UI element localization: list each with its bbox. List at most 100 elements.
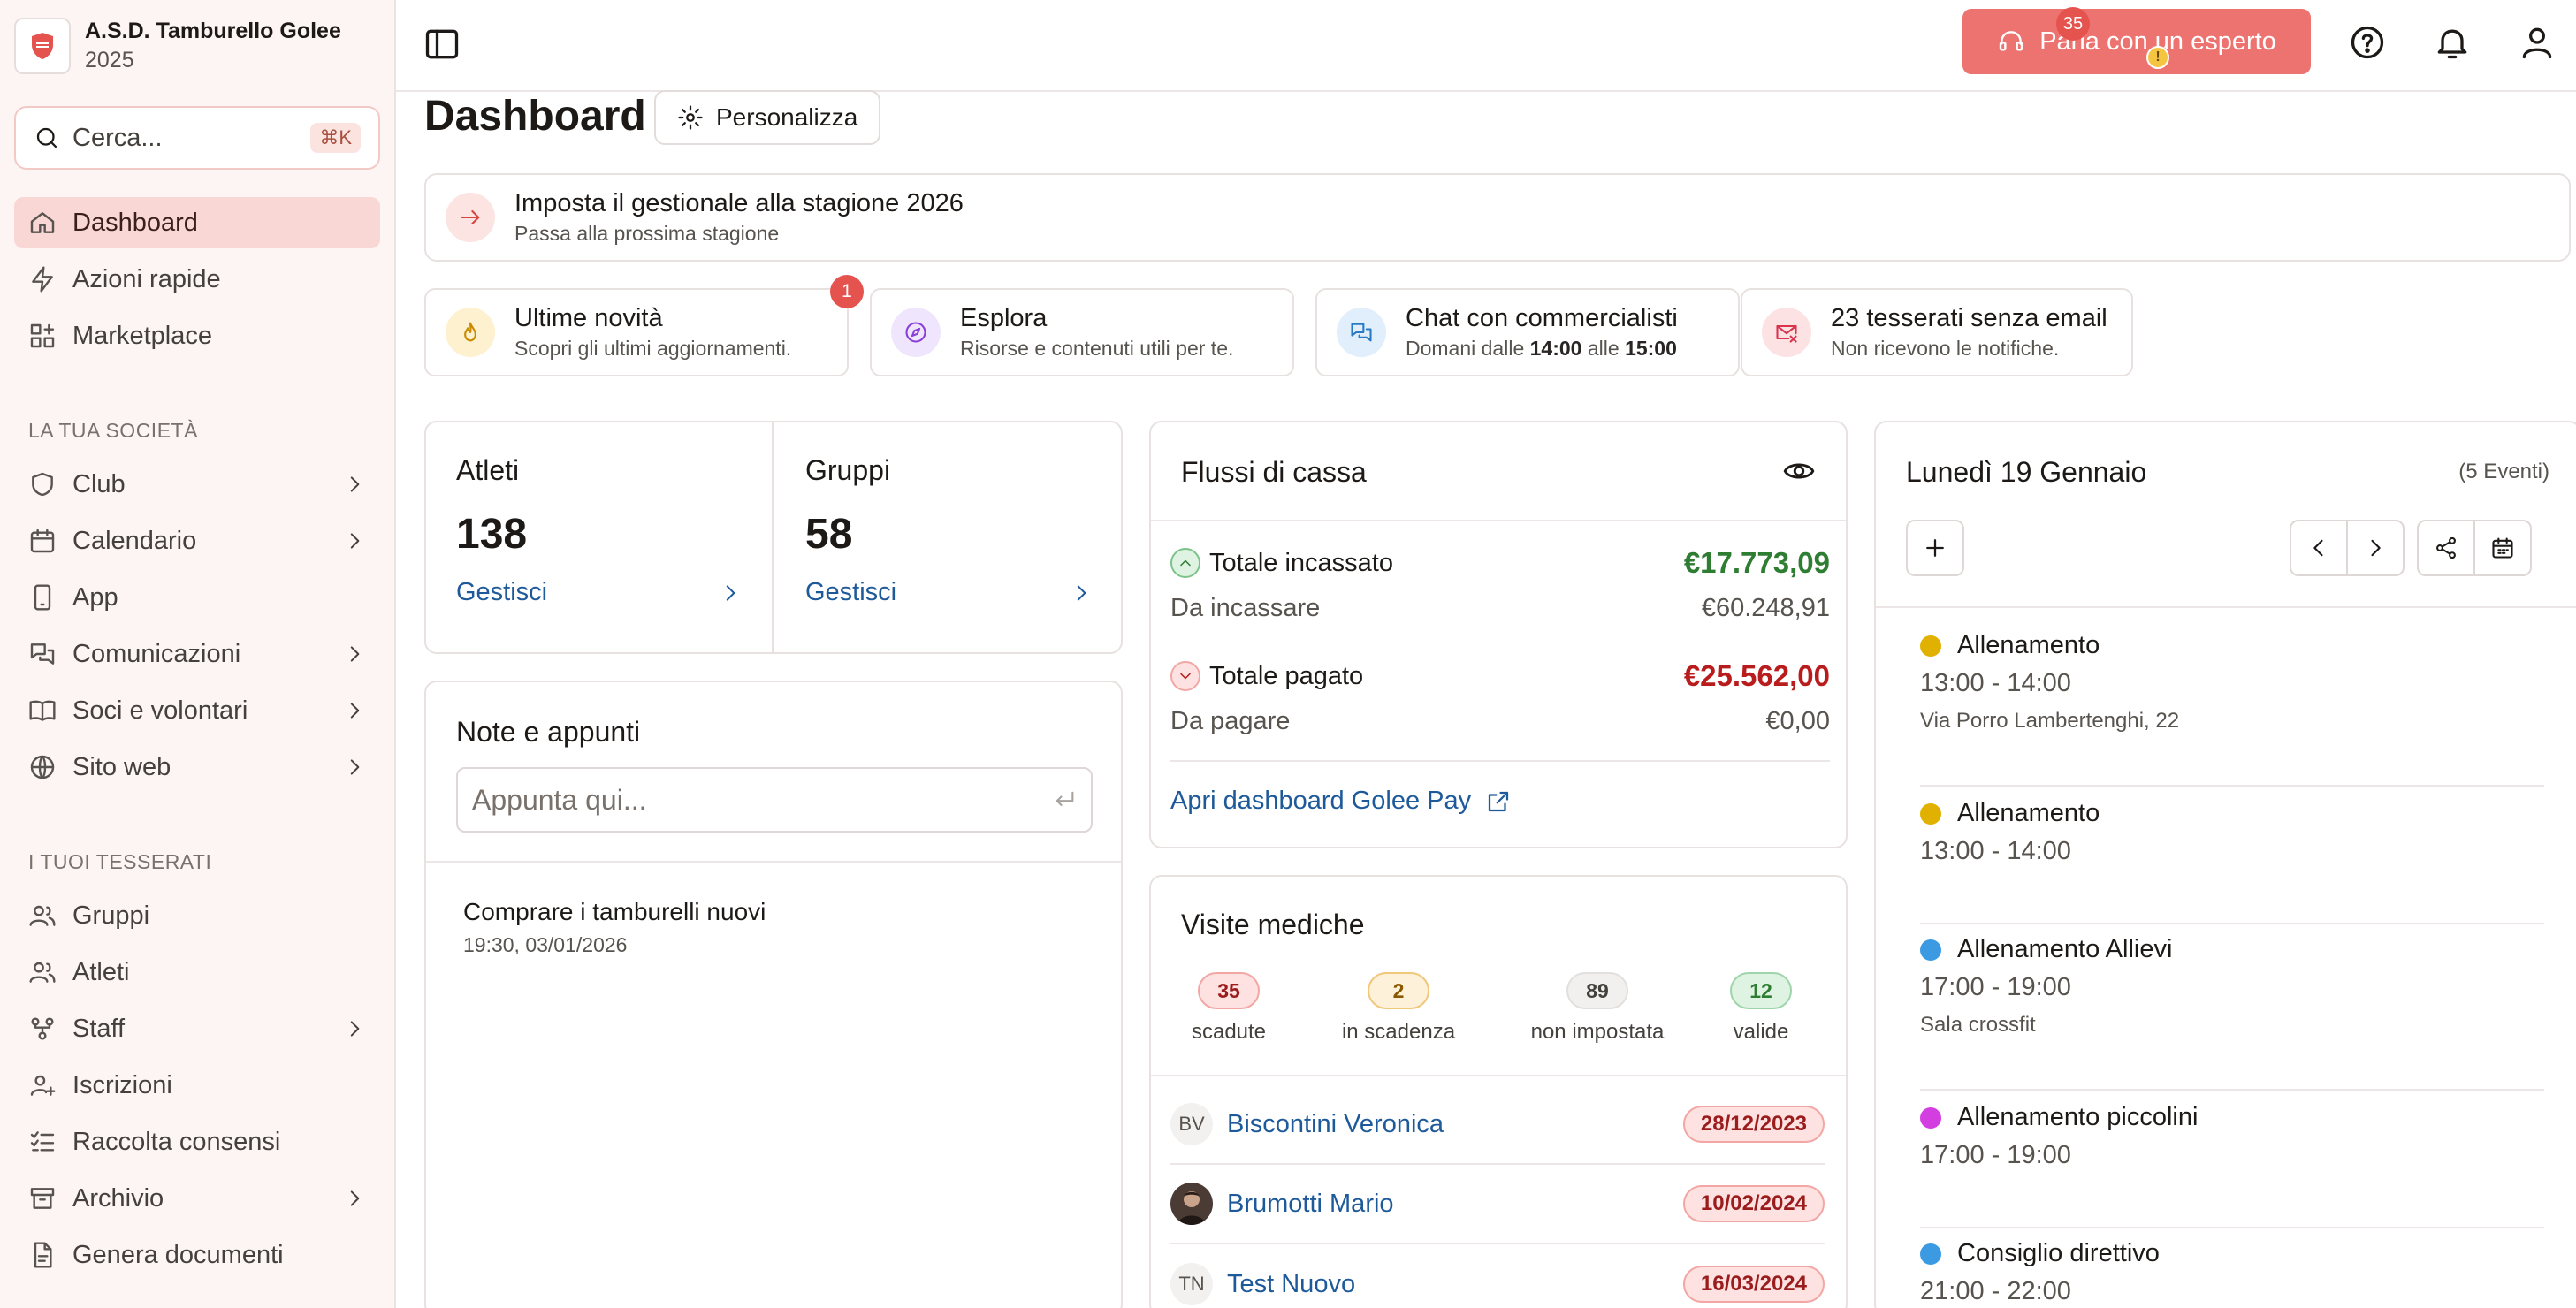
event-title: Allenamento <box>1957 631 2100 659</box>
sidebar-item-label: Calendario <box>72 526 197 555</box>
sidebar-item-quick-actions[interactable]: Azioni rapide <box>14 254 380 305</box>
event-location: Sala crossfit <box>1920 1013 2036 1037</box>
customize-button[interactable]: Personalizza <box>654 90 881 145</box>
sidebar-toggle-icon[interactable] <box>423 25 461 64</box>
user-icon[interactable] <box>2518 23 2557 62</box>
event-color-dot <box>1920 939 1941 961</box>
golee-pay-dashboard-link[interactable]: Apri dashboard Golee Pay <box>1170 787 1512 816</box>
note-item[interactable]: Comprare i tamburelli nuovi 19:30, 03/01… <box>463 898 766 957</box>
document-icon <box>34 1242 52 1268</box>
chevron-right-icon <box>2371 539 2381 557</box>
to-collect-value: €60.248,91 <box>1701 594 1830 622</box>
visits-not-set-stat[interactable]: 89 non impostata <box>1513 972 1681 1045</box>
sidebar-item-members[interactable]: Soci e volontari <box>14 685 380 736</box>
news-card-subtitle: Scopri gli ultimi aggiornamenti. <box>514 337 792 360</box>
event-time: 13:00 - 14:00 <box>1920 669 2071 697</box>
share-calendar-button[interactable] <box>2417 520 2475 576</box>
notifications-badge: 35 <box>2056 7 2090 41</box>
calendar-event[interactable]: Consiglio direttivo 21:00 - 22:00 <box>1920 1239 2544 1308</box>
note-input[interactable]: Appunta qui... <box>456 767 1093 833</box>
sidebar-item-label: Azioni rapide <box>72 264 221 293</box>
talk-to-expert-button[interactable]: Parla con un esperto <box>1962 9 2311 74</box>
total-paid-value: €25.562,00 <box>1683 659 1830 692</box>
note-text: Comprare i tamburelli nuovi <box>463 898 766 925</box>
next-day-button[interactable] <box>2346 520 2405 576</box>
sidebar-item-registrations[interactable]: Iscrizioni <box>14 1060 380 1111</box>
missing-email-card[interactable]: 23 tesserati senza email Non ricevono le… <box>1741 288 2133 376</box>
table-row[interactable]: TN Test Nuovo 16/03/2024 <box>1170 1244 1825 1308</box>
user-plus-icon <box>30 1075 56 1096</box>
sidebar-item-website[interactable]: Sito web <box>14 741 380 793</box>
org-switcher[interactable]: A.S.D. Tamburello Golee 2025 <box>14 12 341 80</box>
sidebar-item-archive[interactable]: Archivio <box>14 1173 380 1224</box>
event-title: Allenamento Allievi <box>1957 935 2173 963</box>
calendar-event[interactable]: Allenamento Allievi 17:00 - 19:00 Sala c… <box>1920 935 2544 1091</box>
add-event-button[interactable] <box>1906 520 1964 576</box>
total-collected-label: Totale incassato <box>1209 548 1393 577</box>
athletes-stat: Atleti 138 Gestisci <box>426 422 774 652</box>
athlete-name-link[interactable]: Test Nuovo <box>1227 1269 1356 1298</box>
visit-expiry-date: 16/03/2024 <box>1682 1266 1825 1303</box>
sidebar-item-consents[interactable]: Raccolta consensi <box>14 1116 380 1167</box>
athlete-name-link[interactable]: Biscontini Veronica <box>1227 1109 1444 1138</box>
total-collected-value: €17.773,09 <box>1683 546 1830 579</box>
section-heading-members: I TUOI TESSERATI <box>28 850 212 873</box>
help-icon[interactable] <box>2348 23 2387 62</box>
visits-expiring-count: 2 <box>1368 972 1429 1009</box>
sidebar-item-label: Marketplace <box>72 321 212 350</box>
manage-groups-link[interactable]: Gestisci <box>805 578 1093 607</box>
open-calendar-button[interactable] <box>2473 520 2532 576</box>
sidebar-item-app[interactable]: App <box>14 572 380 623</box>
explore-card[interactable]: Esplora Risorse e contenuti utili per te… <box>870 288 1294 376</box>
search-input[interactable]: Cerca... ⌘K <box>14 106 380 170</box>
calendar-event[interactable]: Allenamento 13:00 - 14:00 <box>1920 799 2544 924</box>
external-link-icon <box>1489 791 1509 811</box>
cash-flow-card: Flussi di cassa Totale incassato €17.773… <box>1149 421 1848 848</box>
notes-card: Note e appunti Appunta qui... Comprare i… <box>424 681 1123 1308</box>
hierarchy-icon <box>31 1017 54 1040</box>
org-season-year: 2025 <box>85 48 134 72</box>
accountants-chat-card[interactable]: Chat con commercialisti Domani dalle 14:… <box>1315 288 1740 376</box>
to-pay-label: Da pagare <box>1170 707 1291 735</box>
event-time: 21:00 - 22:00 <box>1920 1277 2071 1305</box>
bell-icon[interactable] <box>2433 23 2472 62</box>
manage-athletes-label: Gestisci <box>456 578 548 606</box>
calendar-event[interactable]: Allenamento piccolini 17:00 - 19:00 <box>1920 1103 2544 1228</box>
event-color-dot <box>1920 635 1941 657</box>
search-icon <box>36 127 57 148</box>
search-shortcut: ⌘K <box>310 123 361 153</box>
chevron-right-icon <box>350 646 360 662</box>
table-row[interactable]: Brumotti Mario 10/02/2024 <box>1170 1165 1825 1244</box>
sidebar-item-marketplace[interactable]: Marketplace <box>14 310 380 361</box>
news-card[interactable]: Ultime novità Scopri gli ultimi aggiorna… <box>424 288 849 376</box>
visits-expiring-stat[interactable]: 2 in scadenza <box>1328 972 1469 1045</box>
groups-stat: Gruppi 58 Gestisci <box>775 422 1121 652</box>
athlete-name-link[interactable]: Brumotti Mario <box>1227 1189 1394 1218</box>
visits-expired-stat[interactable]: 35 scadute <box>1176 972 1282 1045</box>
sidebar-item-label: Club <box>72 469 126 498</box>
apps-icon <box>30 323 55 348</box>
sidebar-item-label: Sito web <box>72 752 171 781</box>
visits-expiring-label: in scadenza <box>1341 1020 1456 1044</box>
sidebar-item-label: Gruppi <box>72 901 150 930</box>
groups-count: 58 <box>805 511 853 558</box>
sidebar-item-documents[interactable]: Genera documenti <box>14 1229 380 1281</box>
eye-icon[interactable] <box>1782 454 1816 488</box>
accountants-chat-subtitle: Domani dalle 14:00 alle 15:00 <box>1406 337 1678 361</box>
sidebar-item-club[interactable]: Club <box>14 459 380 510</box>
sidebar-item-communications[interactable]: Comunicazioni <box>14 628 380 680</box>
calendar-event[interactable]: Allenamento 13:00 - 14:00 Via Porro Lamb… <box>1920 631 2544 787</box>
season-banner[interactable]: Imposta il gestionale alla stagione 2026… <box>424 173 2571 262</box>
page-title: Dashboard <box>424 93 646 140</box>
visits-valid-stat[interactable]: 12 valide <box>1708 972 1814 1045</box>
previous-day-button[interactable] <box>2290 520 2348 576</box>
table-row[interactable]: BV Biscontini Veronica 28/12/2023 <box>1170 1085 1825 1165</box>
sidebar-item-athletes[interactable]: Atleti <box>14 947 380 998</box>
home-icon <box>30 212 55 233</box>
sidebar-item-staff[interactable]: Staff <box>14 1003 380 1054</box>
sidebar-item-dashboard[interactable]: Dashboard <box>14 197 380 248</box>
manage-athletes-link[interactable]: Gestisci <box>456 578 742 607</box>
sidebar-item-groups[interactable]: Gruppi <box>14 890 380 941</box>
sidebar-item-calendar[interactable]: Calendario <box>14 515 380 567</box>
chat-time-end: 15:00 <box>1625 337 1677 360</box>
